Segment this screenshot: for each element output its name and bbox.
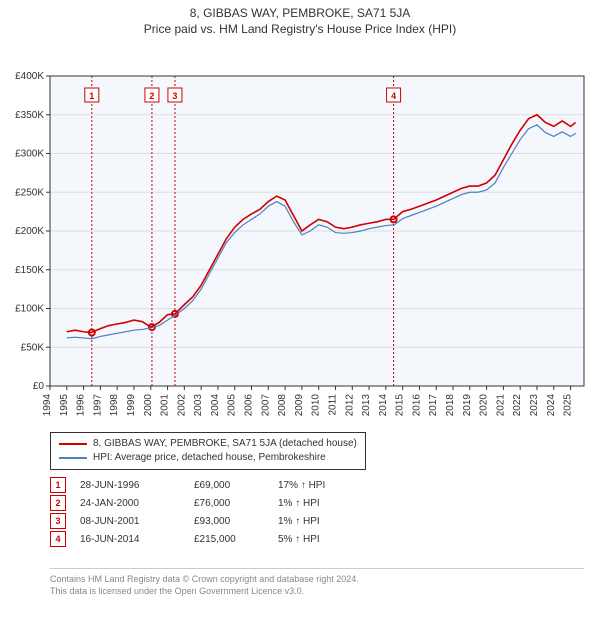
event-pct: 1% ↑ HPI [278, 516, 368, 527]
x-tick-label: 1997 [92, 394, 103, 417]
x-tick-label: 1996 [76, 394, 87, 417]
x-tick-label: 1998 [109, 394, 120, 417]
x-tick-label: 2013 [361, 394, 372, 417]
y-tick-label: £100K [15, 304, 44, 315]
y-tick-label: £350K [15, 110, 44, 121]
legend-item: HPI: Average price, detached house, Pemb… [59, 451, 357, 465]
x-tick-label: 2009 [294, 394, 305, 417]
x-tick-label: 2020 [479, 394, 490, 417]
x-tick-label: 2015 [395, 394, 406, 417]
event-row: 3 08-JUN-2001 £93,000 1% ↑ HPI [50, 512, 368, 530]
event-date: 24-JAN-2000 [80, 498, 180, 509]
x-tick-label: 2017 [428, 394, 439, 417]
x-tick-label: 2011 [327, 394, 338, 416]
x-tick-label: 1994 [42, 394, 53, 417]
svg-text:2: 2 [149, 91, 154, 101]
event-pct: 17% ↑ HPI [278, 480, 368, 491]
event-price: £76,000 [194, 498, 264, 509]
svg-text:1: 1 [89, 91, 94, 101]
x-tick-label: 1995 [59, 394, 70, 417]
svg-text:4: 4 [391, 91, 396, 101]
event-price: £215,000 [194, 534, 264, 545]
legend-swatch [59, 457, 87, 459]
x-tick-label: 2024 [546, 394, 557, 417]
event-badge: 2 [50, 495, 66, 511]
event-date: 16-JUN-2014 [80, 534, 180, 545]
legend-label: HPI: Average price, detached house, Pemb… [93, 451, 326, 465]
x-tick-label: 2025 [563, 394, 574, 417]
legend-item: 8, GIBBAS WAY, PEMBROKE, SA71 5JA (detac… [59, 437, 357, 451]
y-tick-label: £200K [15, 226, 44, 237]
event-badge: 1 [50, 477, 66, 493]
footer-line2: This data is licensed under the Open Gov… [50, 585, 584, 597]
x-tick-label: 2004 [210, 394, 221, 417]
price-chart: £0 £50K £100K £150K £200K £250K £300K £350K £400… [0, 36, 600, 418]
x-tick-label: 2003 [193, 394, 204, 417]
event-price: £69,000 [194, 480, 264, 491]
x-tick-label: 2002 [176, 394, 187, 417]
x-tick-label: 2023 [529, 394, 540, 417]
x-tick-label: 1999 [126, 394, 137, 417]
x-tick-label: 2000 [143, 394, 154, 417]
x-tick-label: 2008 [277, 394, 288, 417]
event-badge: 4 [50, 531, 66, 547]
legend-swatch [59, 443, 87, 445]
x-tick-label: 2021 [495, 394, 506, 417]
footer: Contains HM Land Registry data © Crown c… [50, 568, 584, 597]
legend-label: 8, GIBBAS WAY, PEMBROKE, SA71 5JA (detac… [93, 437, 357, 451]
event-price: £93,000 [194, 516, 264, 527]
y-tick-label: £300K [15, 149, 44, 160]
y-tick-label: £150K [15, 265, 44, 276]
x-tick-label: 2007 [260, 394, 271, 417]
x-tick-label: 2019 [462, 394, 473, 417]
legend: 8, GIBBAS WAY, PEMBROKE, SA71 5JA (detac… [50, 432, 366, 470]
event-date: 28-JUN-1996 [80, 480, 180, 491]
event-date: 08-JUN-2001 [80, 516, 180, 527]
x-tick-label: 2010 [311, 394, 322, 417]
x-tick-label: 2006 [244, 394, 255, 417]
event-pct: 5% ↑ HPI [278, 534, 368, 545]
chart-subtitle: Price paid vs. HM Land Registry's House … [0, 20, 600, 36]
event-badge: 3 [50, 513, 66, 529]
event-row: 4 16-JUN-2014 £215,000 5% ↑ HPI [50, 530, 368, 548]
x-tick-label: 2022 [512, 394, 523, 417]
x-tick-label: 2012 [344, 394, 355, 417]
x-tick-label: 2014 [378, 394, 389, 417]
event-pct: 1% ↑ HPI [278, 498, 368, 509]
x-tick-label: 2005 [227, 394, 238, 417]
y-tick-label: £50K [21, 342, 45, 353]
y-tick-label: £400K [15, 71, 44, 82]
y-tick-label: £0 [33, 381, 45, 392]
event-row: 2 24-JAN-2000 £76,000 1% ↑ HPI [50, 494, 368, 512]
event-row: 1 28-JUN-1996 £69,000 17% ↑ HPI [50, 476, 368, 494]
events-table: 1 28-JUN-1996 £69,000 17% ↑ HPI 2 24-JAN-2000… [50, 476, 368, 548]
x-tick-label: 2016 [411, 394, 422, 417]
y-tick-label: £250K [15, 187, 44, 198]
x-tick-label: 2018 [445, 394, 456, 417]
footer-line1: Contains HM Land Registry data © Crown c… [50, 573, 584, 585]
svg-text:3: 3 [172, 91, 177, 101]
x-tick-label: 2001 [160, 394, 171, 417]
chart-title: 8, GIBBAS WAY, PEMBROKE, SA71 5JA [0, 0, 600, 20]
